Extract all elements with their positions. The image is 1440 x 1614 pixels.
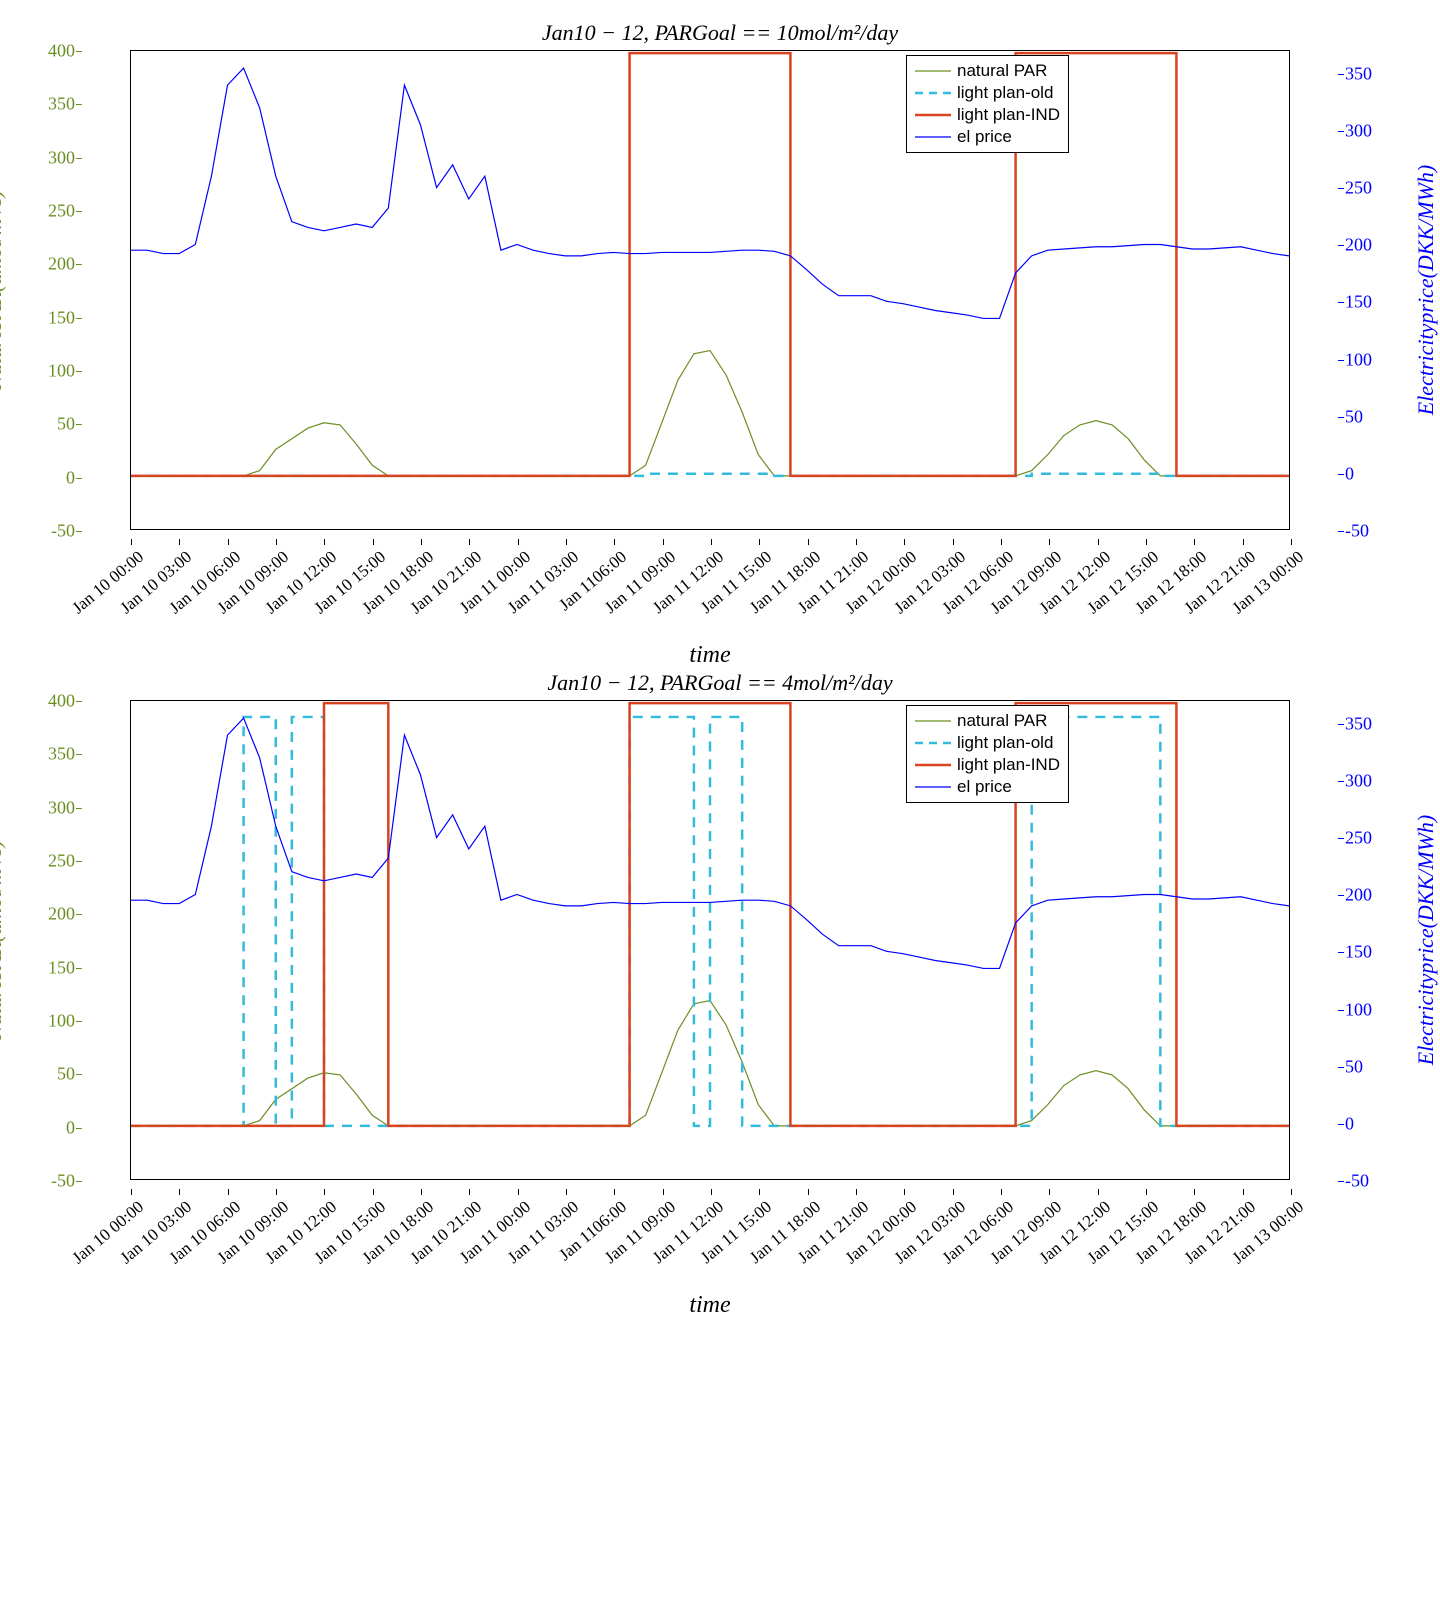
ytick-right: 50 <box>1345 406 1363 427</box>
legend-label: el price <box>957 127 1012 147</box>
ytick-right: 350 <box>1345 713 1372 734</box>
ytick-left: 250 <box>48 201 75 222</box>
ytick-left: 350 <box>48 744 75 765</box>
ytick-right: 150 <box>1345 292 1372 313</box>
ytick-left: 200 <box>48 254 75 275</box>
legend-item: natural PAR <box>915 710 1060 732</box>
ytick-right: 100 <box>1345 999 1372 1020</box>
ylabel-left: NaturePAR(umol/m²/s) <box>0 840 7 1040</box>
series-light-plan-ind <box>131 53 1289 476</box>
ytick-right: 50 <box>1345 1056 1363 1077</box>
legend-item: light plan-old <box>915 82 1060 104</box>
chart-panel: Jan10 − 12, PARGoal == 4mol/m²/day -50050… <box>20 670 1420 1180</box>
ytick-left: 250 <box>48 851 75 872</box>
ytick-right: 200 <box>1345 885 1372 906</box>
ytick-left: 0 <box>66 467 75 488</box>
ytick-right: 250 <box>1345 178 1372 199</box>
legend-swatch <box>915 715 951 727</box>
legend-swatch <box>915 737 951 749</box>
ytick-left: 0 <box>66 1117 75 1138</box>
ytick-left: -50 <box>51 521 75 542</box>
ytick-left: 100 <box>48 361 75 382</box>
ytick-right: 100 <box>1345 349 1372 370</box>
ytick-left: 150 <box>48 957 75 978</box>
plot-area: -50050100150200250300350400NaturePAR(umo… <box>130 700 1290 1180</box>
series-natural-par <box>131 351 1289 476</box>
legend-label: el price <box>957 777 1012 797</box>
ytick-right: -50 <box>1345 1171 1369 1192</box>
series-light-plan-old <box>131 717 1289 1126</box>
chart-title: Jan10 − 12, PARGoal == 10mol/m²/day <box>20 20 1420 46</box>
legend-item: light plan-IND <box>915 104 1060 126</box>
legend-item: el price <box>915 776 1060 798</box>
legend-swatch <box>915 781 951 793</box>
chart-svg <box>131 701 1289 1179</box>
chart-title: Jan10 − 12, PARGoal == 4mol/m²/day <box>20 670 1420 696</box>
ytick-left: 400 <box>48 691 75 712</box>
ytick-left: 200 <box>48 904 75 925</box>
ytick-left: -50 <box>51 1171 75 1192</box>
xlabel: time <box>689 642 730 669</box>
legend-label: light plan-IND <box>957 755 1060 775</box>
ytick-left: 300 <box>48 797 75 818</box>
legend-label: light plan-old <box>957 733 1053 753</box>
legend-label: light plan-IND <box>957 105 1060 125</box>
legend-label: natural PAR <box>957 61 1047 81</box>
ytick-right: 0 <box>1345 463 1354 484</box>
legend-item: natural PAR <box>915 60 1060 82</box>
legend-swatch <box>915 65 951 77</box>
ytick-right: 300 <box>1345 121 1372 142</box>
ytick-left: 50 <box>57 414 75 435</box>
ytick-right: -50 <box>1345 521 1369 542</box>
ylabel-left: NaturePAR(umol/m²/s) <box>0 190 7 390</box>
plot-area: -50050100150200250300350400NaturePAR(umo… <box>130 50 1290 530</box>
ytick-right: 350 <box>1345 63 1372 84</box>
xlabel: time <box>689 1292 730 1319</box>
ytick-right: 200 <box>1345 235 1372 256</box>
chart-panel: Jan10 − 12, PARGoal == 10mol/m²/day -5005… <box>20 20 1420 530</box>
legend-label: natural PAR <box>957 711 1047 731</box>
ytick-left: 100 <box>48 1011 75 1032</box>
chart-svg <box>131 51 1289 529</box>
series-el-price <box>131 718 1289 968</box>
legend-label: light plan-old <box>957 83 1053 103</box>
series-el-price <box>131 68 1289 318</box>
figure-container: Jan10 − 12, PARGoal == 10mol/m²/day-5005… <box>20 20 1420 1180</box>
legend-item: light plan-IND <box>915 754 1060 776</box>
ytick-left: 400 <box>48 41 75 62</box>
legend-item: light plan-old <box>915 732 1060 754</box>
ylabel-right: Electricityprice(DKK/MWh) <box>1413 165 1439 415</box>
legend-item: el price <box>915 126 1060 148</box>
ytick-right: 300 <box>1345 771 1372 792</box>
legend-swatch <box>915 759 951 771</box>
legend: natural PARlight plan-oldlight plan-INDe… <box>906 55 1069 153</box>
ytick-left: 300 <box>48 147 75 168</box>
ylabel-right: Electricityprice(DKK/MWh) <box>1413 815 1439 1065</box>
ytick-right: 150 <box>1345 942 1372 963</box>
legend-swatch <box>915 87 951 99</box>
legend: natural PARlight plan-oldlight plan-INDe… <box>906 705 1069 803</box>
ytick-left: 150 <box>48 307 75 328</box>
ytick-right: 250 <box>1345 828 1372 849</box>
legend-swatch <box>915 109 951 121</box>
ytick-left: 350 <box>48 94 75 115</box>
legend-swatch <box>915 131 951 143</box>
ytick-left: 50 <box>57 1064 75 1085</box>
ytick-right: 0 <box>1345 1113 1354 1134</box>
